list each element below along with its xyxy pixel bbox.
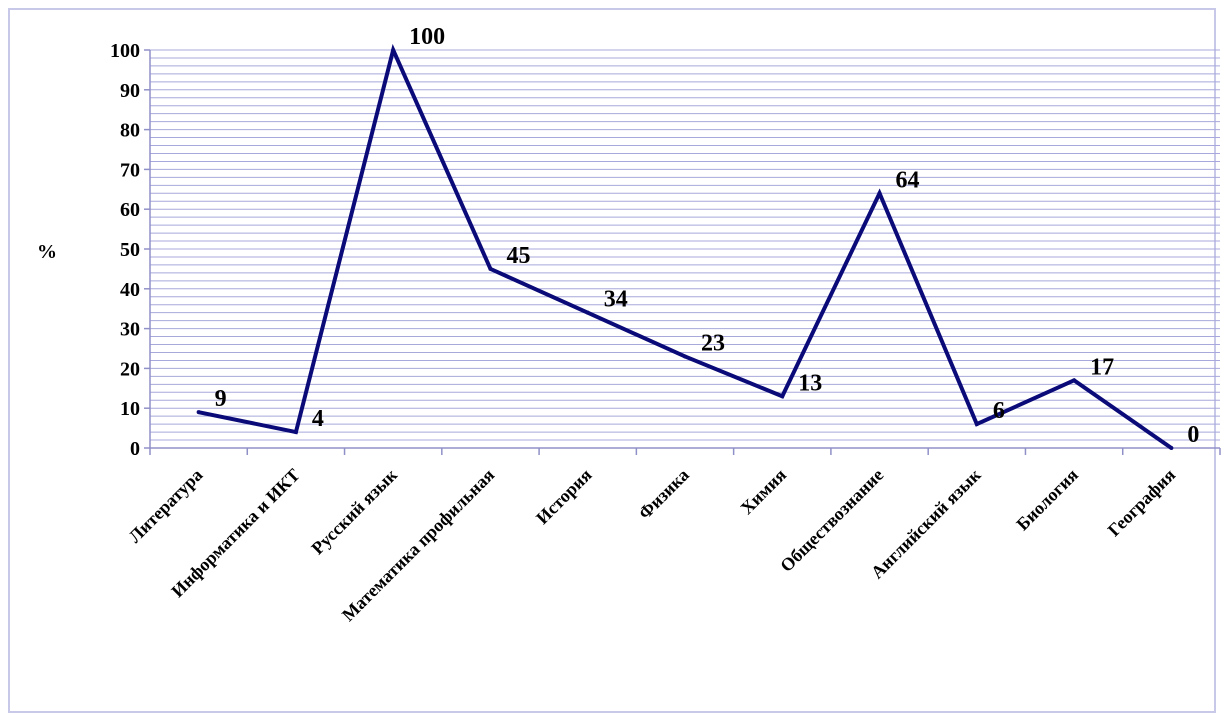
data-point xyxy=(780,394,785,399)
y-tick-label: 30 xyxy=(120,319,140,341)
y-tick-label: 40 xyxy=(120,279,140,301)
y-tick-label: 70 xyxy=(120,159,140,181)
y-tick-label: 90 xyxy=(120,80,140,102)
data-point xyxy=(391,48,396,52)
y-tick-label: 0 xyxy=(130,438,140,460)
data-point xyxy=(683,354,687,359)
data-point xyxy=(293,430,298,435)
data-label: 0 xyxy=(1187,422,1199,448)
x-category-label: Русский язык xyxy=(307,464,401,558)
data-point xyxy=(1169,446,1174,450)
y-tick-label: 50 xyxy=(120,239,140,261)
data-labels: 9 4 100 45 34 23 13 64 6 17 0 xyxy=(215,24,1200,448)
data-label: 6 xyxy=(993,398,1005,424)
y-axis-title: % xyxy=(37,241,57,263)
axes xyxy=(144,49,1221,455)
x-category-label: Физика xyxy=(634,465,692,523)
y-tick-label: 100 xyxy=(110,40,140,62)
data-point xyxy=(196,410,201,415)
x-category-label: Биология xyxy=(1012,465,1082,535)
gridlines xyxy=(150,49,1220,441)
data-label: 4 xyxy=(312,406,324,432)
data-point xyxy=(585,310,590,315)
x-category-label: Английский язык xyxy=(867,464,985,582)
data-label: 100 xyxy=(409,24,445,50)
data-point xyxy=(877,191,882,196)
x-category-label: Химия xyxy=(737,465,791,519)
data-point xyxy=(1072,378,1077,383)
x-category-label: Литература xyxy=(125,465,207,547)
data-label: 34 xyxy=(604,287,628,313)
x-category-label: Обществознание xyxy=(776,465,887,576)
y-tick-labels: 0 10 20 30 40 50 60 70 80 90 100 xyxy=(110,40,140,460)
y-tick-label: 10 xyxy=(120,398,140,420)
y-tick-label: 80 xyxy=(120,120,140,142)
y-tick-label: 60 xyxy=(120,199,140,221)
data-point xyxy=(974,422,979,427)
data-label: 45 xyxy=(506,243,530,269)
data-label: 17 xyxy=(1090,354,1114,380)
x-category-label: География xyxy=(1104,465,1180,541)
data-label: 9 xyxy=(215,386,227,412)
x-category-label: История xyxy=(532,465,596,529)
data-label: 64 xyxy=(896,167,920,193)
y-tick-label: 20 xyxy=(120,358,140,380)
data-label: 13 xyxy=(798,370,822,396)
series xyxy=(196,43,1174,450)
data-point xyxy=(488,266,493,271)
data-label: 23 xyxy=(701,330,725,356)
